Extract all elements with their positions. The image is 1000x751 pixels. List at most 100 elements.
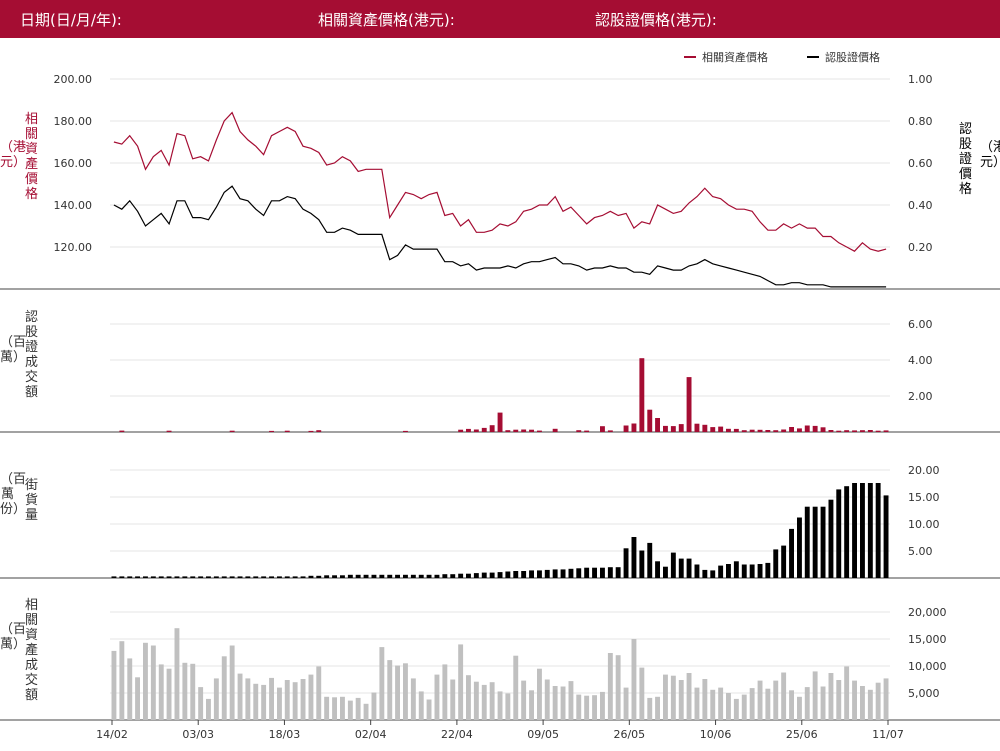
warrant-turnover-bar — [458, 429, 464, 432]
warrant-turnover-bar — [733, 428, 739, 432]
underlying-turnover-bar — [206, 698, 211, 720]
warrant-turnover-bar — [308, 430, 314, 432]
underlying-turnover-bar — [221, 656, 227, 720]
underlying-turnover-bar — [804, 687, 810, 720]
outstanding-bar — [269, 576, 274, 578]
underlying-turnover-bar — [182, 662, 188, 720]
right-price-tick-label: 0.60 — [908, 157, 933, 170]
underlying-turnover-bar — [647, 697, 653, 720]
outstanding-bar — [316, 575, 322, 578]
underlying-turnover-bar — [363, 703, 369, 720]
underlying-turnover-bar — [245, 678, 251, 720]
underlying-turnover-bar — [119, 641, 125, 720]
warrant-turnover-bar — [718, 426, 724, 432]
warrant-turnover-bar — [663, 425, 668, 432]
outstanding-bar — [261, 576, 267, 578]
underlying-turnover-bar — [836, 680, 842, 720]
underlying-turnover-bar — [324, 696, 330, 720]
outstanding-tick-label: 20.00 — [908, 464, 940, 477]
outstanding-bar — [694, 564, 700, 578]
warrant-turnover-bar — [119, 430, 125, 432]
underlying-turnover-bar — [867, 689, 873, 720]
warrant-turnover-bar — [726, 428, 731, 432]
outstanding-bar — [529, 570, 534, 578]
underlying-turnover-bar — [552, 686, 558, 720]
underlying-turnover-bar — [340, 696, 345, 720]
outstanding-bar — [418, 574, 424, 578]
warrant-turnover-bar — [757, 429, 763, 432]
underlying-turnover-bar — [379, 647, 385, 720]
underlying-turnover-bar — [623, 687, 629, 720]
underlying-turnover-bar — [513, 655, 519, 720]
outstanding-bar — [718, 565, 724, 578]
legend-warrant-label: 認股證價格 — [825, 50, 880, 64]
underlying-turnover-bar — [702, 679, 708, 720]
warrant-turnover-bar — [623, 425, 629, 432]
warrant-turnover-bar — [269, 430, 274, 432]
outstanding-bar — [505, 571, 511, 578]
underlying-turnover-bar — [450, 679, 456, 720]
underlying-turnover-bar — [852, 680, 857, 720]
outstanding-bar — [584, 567, 590, 578]
outstanding-bar — [663, 566, 668, 578]
outstanding-bar — [797, 517, 802, 578]
underlying-turnover-bar — [347, 700, 353, 720]
warrant-turnover-bar — [875, 430, 881, 432]
outstanding-bar — [158, 576, 164, 578]
underlying-turnover-bar — [529, 690, 534, 720]
outstanding-bar — [537, 570, 542, 578]
underlying-turnover-bar — [143, 642, 148, 720]
x-tick-label: 03/03 — [182, 728, 214, 741]
underlying-turnover-bar — [726, 693, 731, 720]
x-tick-label: 09/05 — [527, 728, 559, 741]
underlying-turnover-bar — [403, 663, 408, 720]
x-tick-label: 18/03 — [269, 728, 301, 741]
outstanding-bar — [127, 576, 133, 578]
warrant-turnover-bar — [529, 429, 534, 432]
outstanding-bar — [150, 576, 156, 578]
warrant-turnover-bar — [403, 430, 408, 432]
underlying-turnover-bar — [568, 681, 574, 720]
outstanding-bar — [670, 552, 676, 578]
underlying-turnover-bar — [757, 680, 763, 720]
x-tick-label: 25/06 — [786, 728, 818, 741]
outstanding-bar — [686, 558, 692, 578]
warrant-turnover-bar — [316, 430, 322, 432]
underlying-turnover-bar — [111, 650, 117, 720]
underlying-turnover-bar — [174, 628, 180, 720]
outstanding-bar — [623, 548, 629, 578]
header-bar: 日期(日/月/年): 相關資產價格(港元): 認股證價格(港元): — [0, 0, 1000, 38]
underlying-turnover-bar — [277, 687, 282, 720]
underlying-turnover-bar — [371, 692, 377, 720]
warrant-turnover-bar — [521, 429, 527, 432]
underlying-turnover-bar — [733, 698, 739, 720]
outstanding-bar — [765, 562, 771, 578]
outstanding-bar — [710, 570, 716, 578]
right-price-tick-label: 0.20 — [908, 241, 933, 254]
underlying-turnover-bar — [237, 673, 243, 720]
warrant-price-line — [113, 185, 887, 288]
warrant-turnover-bar — [797, 428, 802, 432]
underlying-turnover-bar — [418, 691, 424, 720]
warrant-turnover-bar — [844, 430, 850, 432]
outstanding-bar — [135, 576, 140, 578]
outstanding-bar — [190, 576, 196, 578]
underlying-turnover-bar — [158, 664, 164, 720]
outstanding-tick-label: 10.00 — [908, 518, 940, 531]
left-price-tick-label: 140.00 — [54, 199, 93, 212]
underlying-turnover-bar — [789, 690, 794, 720]
warrant-turnover-bar — [867, 430, 873, 432]
x-tick-label: 26/05 — [613, 728, 645, 741]
outstanding-bar — [403, 574, 408, 578]
warrant-turnover-bar — [741, 430, 747, 432]
right-price-tick-label: 0.40 — [908, 199, 933, 212]
underlying-turnover-bar — [860, 686, 865, 720]
underlying-turnover-tick-label: 5,000 — [908, 687, 940, 700]
outstanding-bar — [513, 571, 519, 578]
warrant-turnover-bar — [631, 423, 637, 432]
outstanding-bar — [757, 564, 763, 578]
outstanding-bar — [544, 569, 550, 578]
outstanding-bar — [458, 573, 464, 578]
underlying-turnover-bar — [537, 668, 542, 720]
warrant-turnover-bar — [584, 430, 590, 432]
